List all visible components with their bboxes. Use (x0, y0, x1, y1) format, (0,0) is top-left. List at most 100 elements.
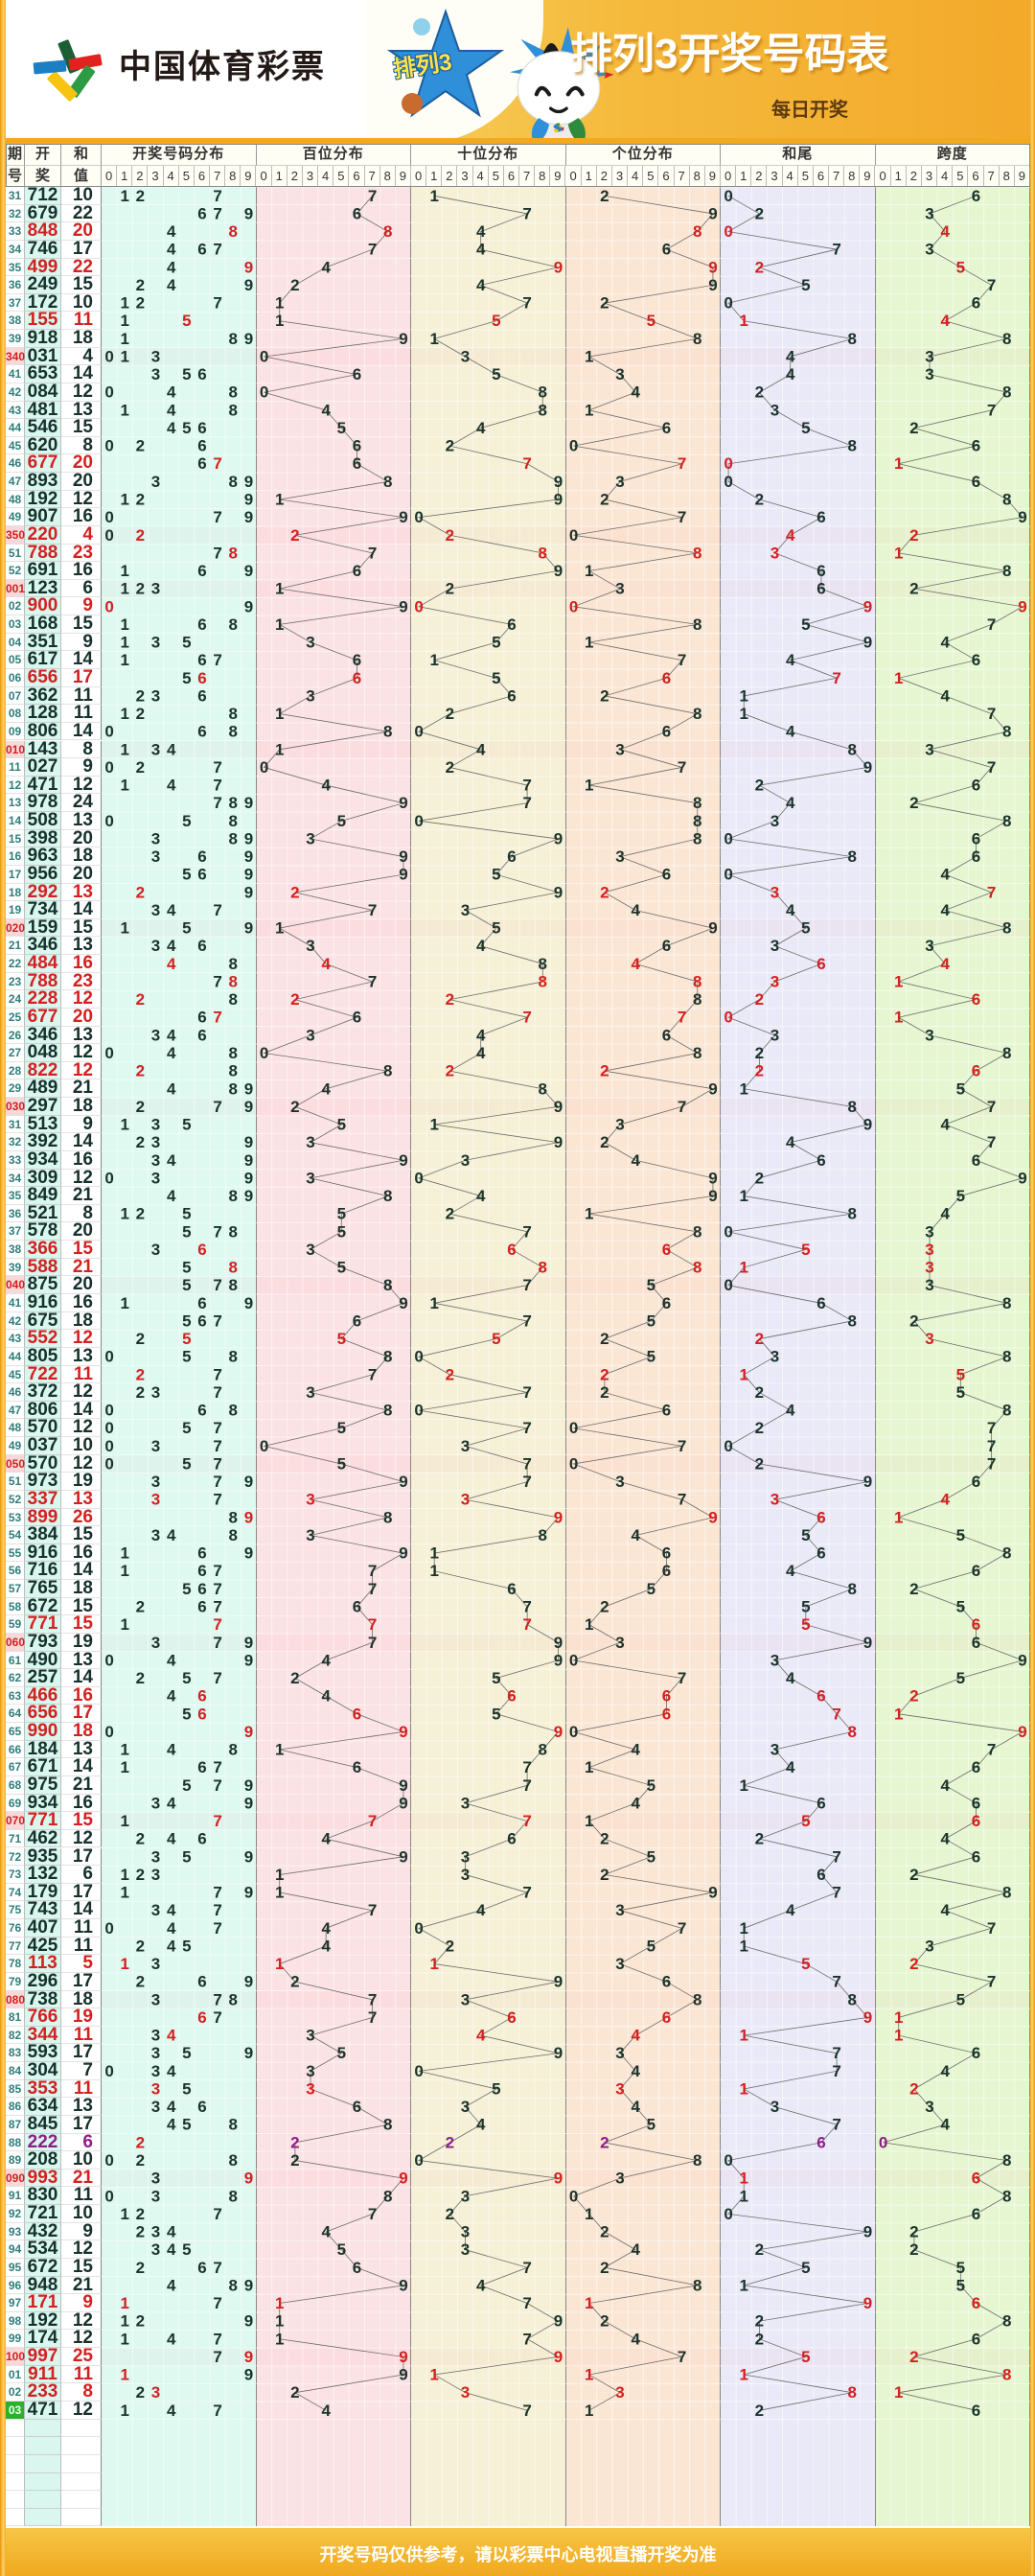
svg-text:5: 5 (647, 2116, 656, 2134)
svg-text:2: 2 (446, 1205, 454, 1223)
svg-text:2: 2 (136, 990, 145, 1009)
svg-text:2: 2 (136, 276, 145, 294)
svg-text:6: 6 (197, 2259, 206, 2277)
svg-text:6: 6 (353, 2259, 361, 2277)
svg-text:1: 1 (740, 1919, 748, 1938)
svg-text:3: 3 (306, 1169, 314, 1187)
svg-text:1: 1 (894, 1009, 903, 1027)
svg-text:2: 2 (136, 1205, 145, 1223)
svg-text:4: 4 (167, 2402, 176, 2420)
svg-text:6: 6 (972, 829, 980, 847)
svg-text:6: 6 (197, 1580, 206, 1598)
svg-text:2: 2 (136, 526, 145, 545)
svg-text:1: 1 (894, 1508, 903, 1526)
svg-text:8: 8 (229, 1508, 238, 1526)
svg-text:3: 3 (151, 2079, 160, 2098)
svg-text:7: 7 (832, 669, 840, 687)
svg-text:1: 1 (585, 2366, 593, 2384)
svg-text:0: 0 (104, 1723, 113, 1741)
svg-text:6: 6 (197, 1687, 206, 1706)
svg-text:0: 0 (104, 1651, 113, 1669)
svg-text:4: 4 (631, 1526, 640, 1544)
svg-text:3: 3 (461, 2187, 470, 2205)
svg-text:5: 5 (337, 1222, 346, 1241)
svg-text:0: 0 (104, 1169, 113, 1187)
svg-text:3: 3 (306, 2079, 314, 2098)
svg-text:4: 4 (167, 937, 176, 955)
svg-text:2: 2 (136, 1830, 145, 1848)
svg-text:7: 7 (987, 1098, 996, 1116)
svg-text:4: 4 (940, 2062, 950, 2080)
svg-text:8: 8 (229, 812, 238, 830)
svg-text:0: 0 (569, 1454, 578, 1473)
svg-text:5: 5 (337, 1330, 346, 1348)
svg-text:3: 3 (151, 365, 160, 383)
svg-text:7: 7 (213, 2330, 221, 2348)
svg-text:7: 7 (987, 615, 996, 634)
svg-text:6: 6 (662, 1294, 671, 1312)
svg-text:7: 7 (678, 508, 686, 526)
svg-text:9: 9 (554, 1133, 563, 1151)
svg-text:1: 1 (275, 919, 284, 938)
svg-text:5: 5 (492, 2079, 500, 2098)
svg-text:3: 3 (151, 740, 160, 758)
svg-text:9: 9 (863, 1116, 872, 1134)
svg-text:3: 3 (151, 2044, 160, 2062)
svg-text:9: 9 (244, 1794, 253, 1812)
svg-text:4: 4 (631, 383, 640, 402)
svg-text:3: 3 (306, 2027, 314, 2045)
svg-text:1: 1 (429, 1294, 438, 1312)
svg-text:0: 0 (104, 2151, 113, 2170)
svg-text:2: 2 (755, 258, 764, 276)
svg-text:2: 2 (755, 1169, 764, 1187)
svg-text:8: 8 (229, 1276, 238, 1294)
svg-text:4: 4 (167, 419, 176, 437)
svg-text:1: 1 (740, 2170, 748, 2188)
svg-text:2: 2 (136, 2259, 145, 2277)
svg-text:6: 6 (353, 651, 361, 669)
svg-text:2: 2 (909, 1580, 918, 1598)
svg-text:5: 5 (182, 1222, 191, 1241)
svg-text:5: 5 (956, 258, 965, 276)
svg-text:3: 3 (925, 241, 933, 259)
svg-text:4: 4 (167, 2240, 176, 2259)
svg-text:7: 7 (678, 1098, 686, 1116)
svg-text:7: 7 (213, 187, 221, 205)
svg-text:8: 8 (1002, 383, 1011, 402)
svg-text:4: 4 (167, 258, 176, 276)
svg-text:1: 1 (275, 2312, 284, 2331)
svg-text:6: 6 (197, 2008, 206, 2027)
svg-text:2: 2 (290, 1973, 299, 1991)
svg-text:5: 5 (956, 2259, 965, 2277)
svg-text:7: 7 (987, 1919, 996, 1938)
svg-text:1: 1 (585, 401, 593, 419)
svg-text:7: 7 (987, 1454, 996, 1473)
svg-text:8: 8 (229, 1348, 238, 1366)
svg-text:7: 7 (987, 1973, 996, 1991)
svg-text:7: 7 (368, 1812, 377, 1830)
svg-text:7: 7 (522, 294, 531, 313)
svg-text:9: 9 (244, 1473, 253, 1491)
svg-text:9: 9 (708, 258, 717, 276)
svg-text:5: 5 (801, 615, 810, 634)
svg-text:6: 6 (353, 562, 361, 580)
svg-text:7: 7 (522, 1884, 531, 1902)
svg-text:0: 0 (104, 383, 113, 402)
svg-text:6: 6 (507, 1830, 516, 1848)
svg-text:9: 9 (244, 1098, 253, 1116)
svg-text:2: 2 (136, 580, 145, 598)
svg-text:0: 0 (724, 473, 732, 491)
svg-text:9: 9 (244, 1634, 253, 1652)
svg-text:6: 6 (972, 294, 980, 313)
svg-text:7: 7 (213, 1884, 221, 1902)
svg-text:1: 1 (120, 2312, 128, 2331)
svg-text:3: 3 (151, 1026, 160, 1044)
svg-text:3: 3 (615, 1634, 624, 1652)
svg-text:6: 6 (816, 2133, 825, 2151)
svg-text:5: 5 (182, 669, 191, 687)
svg-text:4: 4 (476, 740, 486, 758)
svg-text:6: 6 (972, 1473, 980, 1491)
svg-text:3: 3 (461, 901, 470, 919)
svg-text:5: 5 (182, 312, 191, 330)
svg-text:4: 4 (786, 1669, 795, 1687)
